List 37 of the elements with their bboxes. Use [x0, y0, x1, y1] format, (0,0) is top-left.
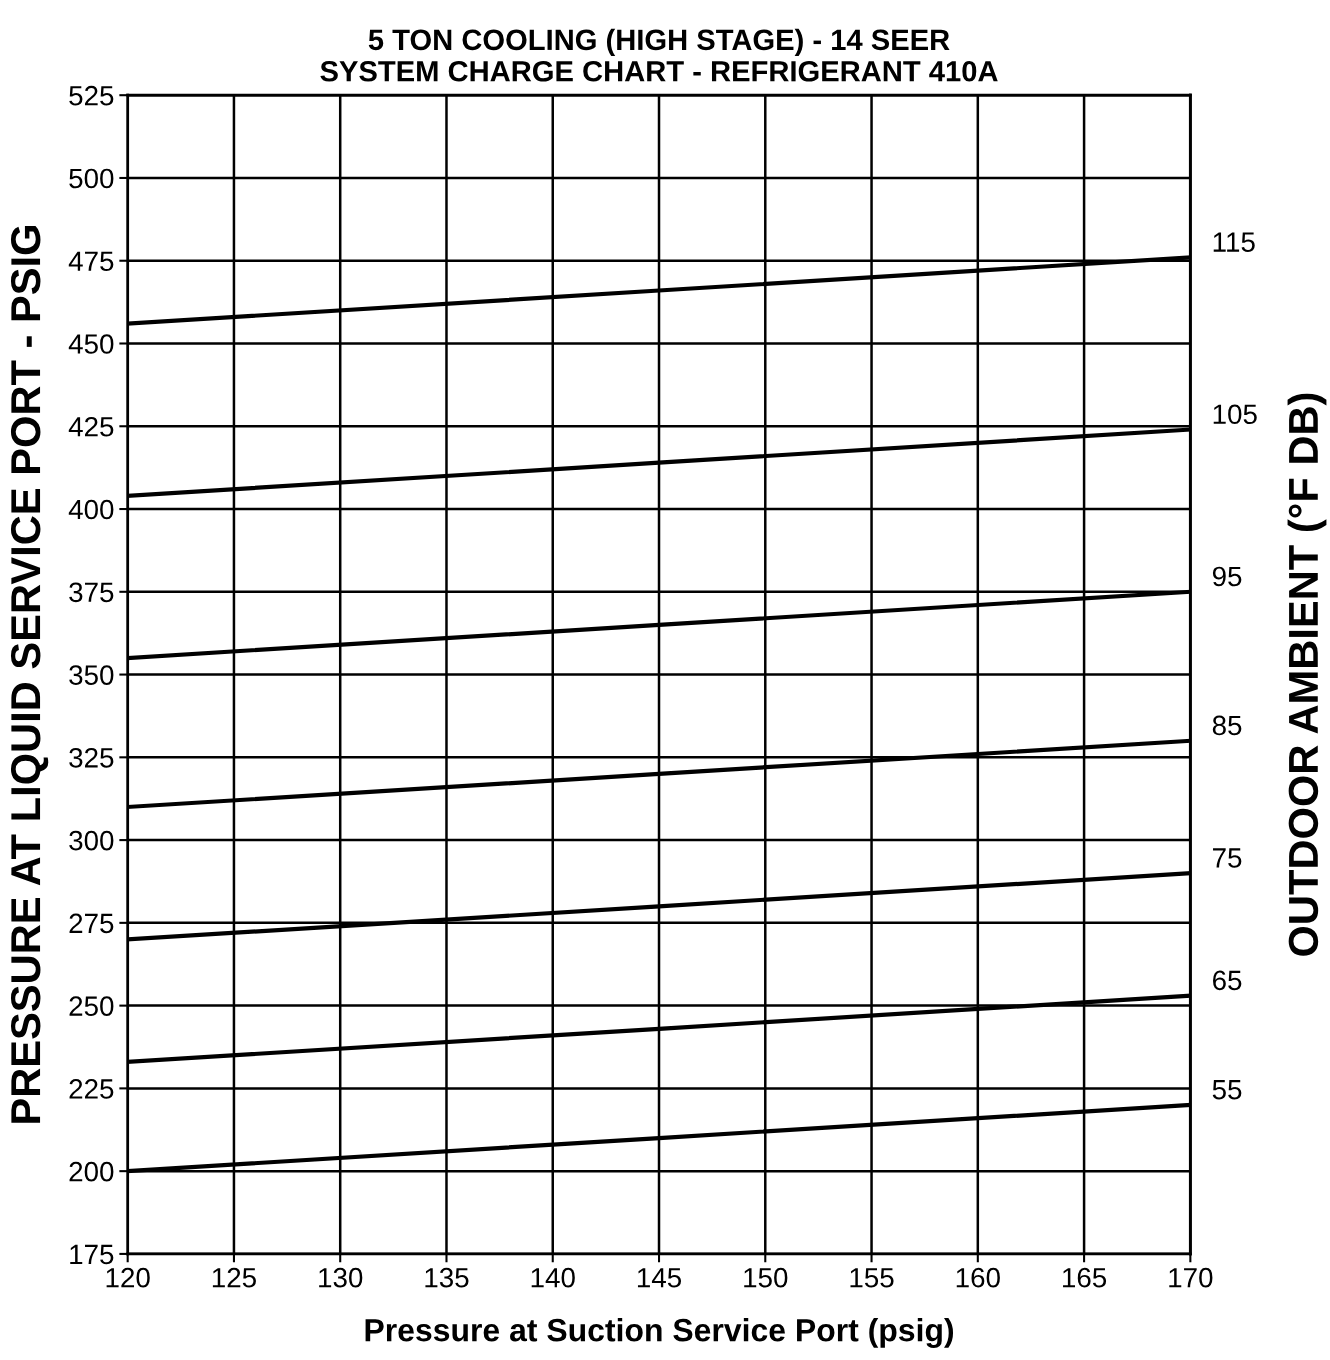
y-tick-label: 350 — [69, 665, 114, 685]
y-tick-label: 475 — [68, 251, 114, 272]
y-tick-label: 300 — [69, 830, 114, 851]
chart-title: 5 TON COOLING (HIGH STAGE) - 14 SEER SYSTEM CHARGE CHART - REFRIGERANT 410A — [320, 28, 998, 82]
x-tick-label: 155 — [850, 1268, 894, 1288]
x-tick-label: 125 — [212, 1267, 256, 1288]
y-tick-label: 375 — [69, 582, 114, 603]
y-tick-label: 500 — [69, 168, 114, 189]
x-tick-label: 140 — [531, 1267, 575, 1288]
y-tick-label: 325 — [69, 747, 114, 768]
x-tick-label: 130 — [319, 1267, 363, 1288]
y-tick-label: 425 — [68, 416, 114, 437]
y-tick-label: 200 — [69, 1161, 114, 1182]
y-tick-label: 250 — [69, 996, 114, 1016]
series-label: 65 — [1213, 970, 1242, 991]
y-tick-label: 400 — [68, 499, 114, 520]
x-tick-label: 135 — [425, 1267, 469, 1288]
series-label: 55 — [1212, 1080, 1242, 1100]
series-label: 95 — [1212, 566, 1242, 587]
y-tick-label: 225 — [69, 1079, 114, 1099]
series-label: 105 — [1213, 404, 1257, 425]
series-label: 75 — [1213, 848, 1242, 868]
x-tick-label: 120 — [106, 1267, 150, 1288]
y-tick-label: 450 — [68, 334, 114, 354]
series-label: 85 — [1212, 715, 1242, 736]
y-axis-title: PRESSURE AT LIQUID SERVICE PORT - PSIG — [10, 226, 49, 1123]
x-tick-label: 160 — [956, 1267, 1000, 1288]
x-tick-label: 150 — [744, 1267, 788, 1288]
y-tick-label: 275 — [69, 913, 114, 934]
x-tick-label: 165 — [1063, 1267, 1107, 1288]
series-label: 115 — [1213, 232, 1255, 252]
x-tick-label: 170 — [1169, 1267, 1213, 1288]
y2-axis-title: OUTDOOR AMBIENT (°F DB) — [1287, 393, 1327, 956]
y-tick-label: 175 — [70, 1244, 114, 1265]
x-tick-label: 145 — [637, 1268, 682, 1288]
y-tick-label: 525 — [69, 85, 114, 106]
x-axis-title: Pressure at Suction Service Port (psig) — [365, 1318, 954, 1348]
